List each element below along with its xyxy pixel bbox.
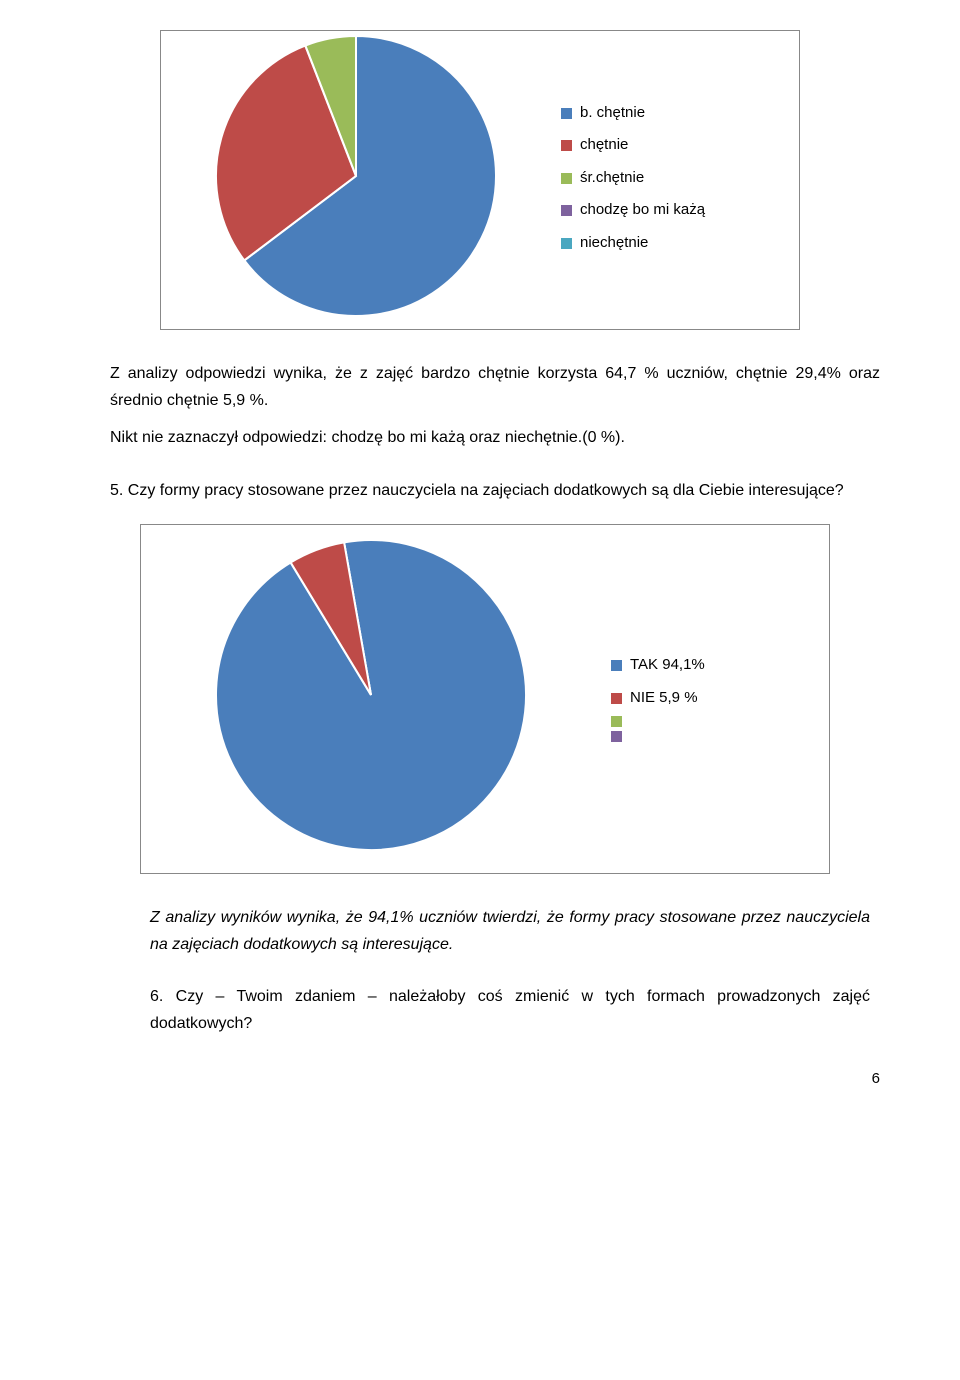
question-5: 5. Czy formy pracy stosowane przez naucz… [110,477,880,504]
legend-item: TAK 94,1% [611,651,705,680]
legend-swatch [561,205,572,216]
pie-2-legend: TAK 94,1% NIE 5,9 % [611,651,705,746]
analysis-paragraph-1a: Z analizy odpowiedzi wynika, że z zajęć … [110,360,880,414]
legend-item [611,716,705,727]
legend-swatch [611,731,622,742]
legend-label: TAK 94,1% [630,651,705,680]
legend-item: chętnie [561,131,705,160]
analysis-paragraph-1b: Nikt nie zaznaczył odpowiedzi: chodzę bo… [110,424,880,451]
legend-swatch [561,173,572,184]
legend-swatch [561,140,572,151]
legend-swatch [561,238,572,249]
pie-1-svg-wrap [191,31,521,329]
legend-item: NIE 5,9 % [611,684,705,713]
pie-chart-1: b. chętnie chętnie śr.chętnie chodzę bo mi … [160,30,800,330]
legend-label: chodzę bo mi każą [580,196,705,225]
legend-swatch [611,716,622,727]
pie-1-legend: b. chętnie chętnie śr.chętnie chodzę bo mi … [561,99,705,262]
pie-2-svg-wrap [171,530,571,868]
legend-label: chętnie [580,131,628,160]
legend-label: śr.chętnie [580,164,644,193]
legend-item: b. chętnie [561,99,705,128]
legend-item: śr.chętnie [561,164,705,193]
page-number: 6 [110,1068,880,1091]
legend-item [611,731,705,742]
pie-2-svg [171,530,571,860]
legend-item: chodzę bo mi każą [561,196,705,225]
pie-1-svg [191,31,521,321]
legend-label: NIE 5,9 % [630,684,698,713]
question-6: 6. Czy – Twoim zdaniem – należałoby coś … [150,983,870,1037]
legend-swatch [561,108,572,119]
pie-chart-2: TAK 94,1% NIE 5,9 % [140,524,830,874]
legend-label: niechętnie [580,229,648,258]
legend-swatch [611,660,622,671]
legend-swatch [611,693,622,704]
legend-item: niechętnie [561,229,705,258]
legend-label: b. chętnie [580,99,645,128]
analysis-paragraph-2: Z analizy wyników wynika, że 94,1% uczni… [150,904,870,958]
